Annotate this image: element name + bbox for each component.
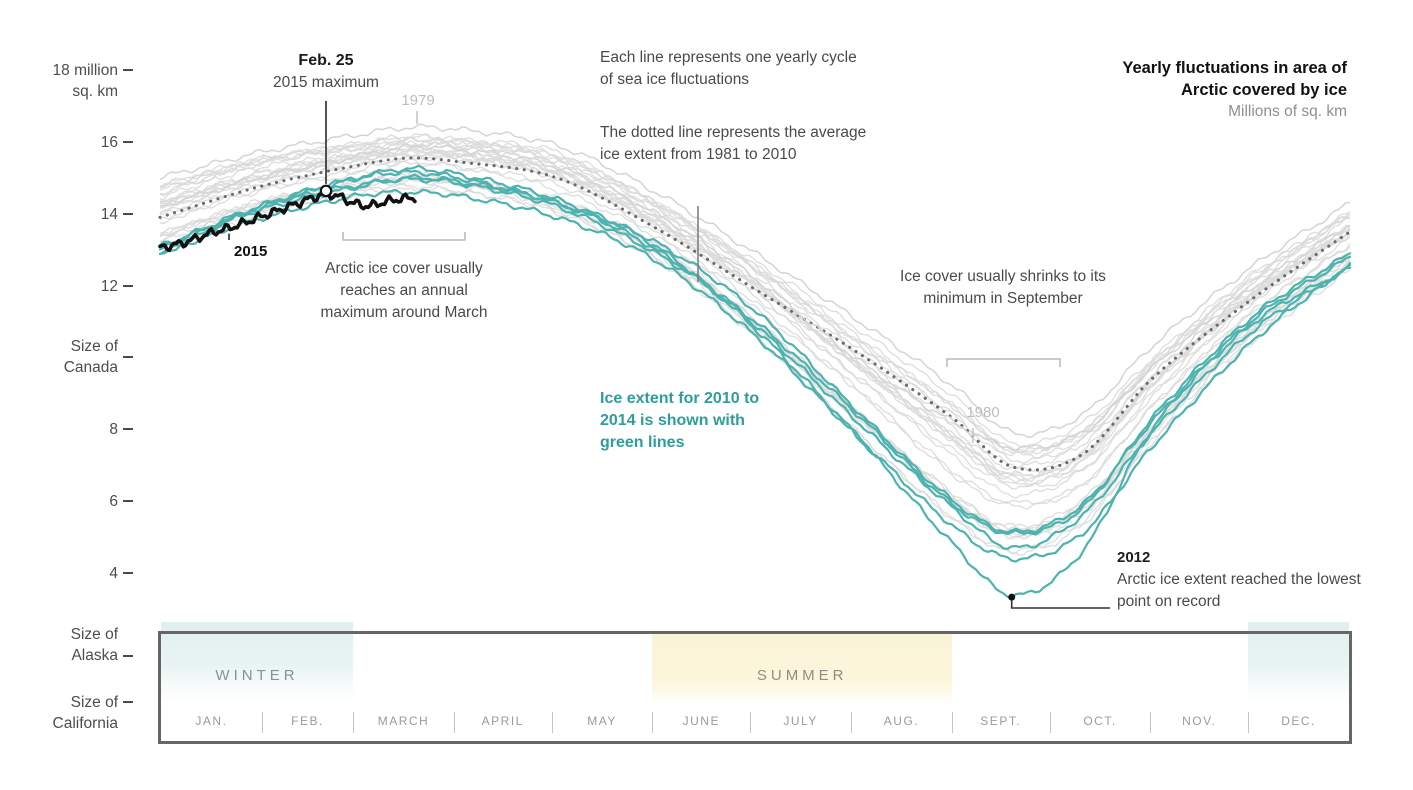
y-axis-label-14: 14 <box>100 205 118 223</box>
month-divider <box>1049 712 1051 733</box>
each-line-note: Each line represents one yearly cycle of… <box>600 49 857 88</box>
month-label-oct: OCT. <box>1083 714 1117 728</box>
teal-year-line-2010 <box>158 173 1352 550</box>
gray-year-line <box>160 132 1351 453</box>
y-axis-tick <box>123 654 133 657</box>
y-axis-label-4: 4 <box>109 565 118 583</box>
month-divider <box>353 712 355 733</box>
teal-year-line-2012 <box>158 164 1352 599</box>
record-low-2012-connector <box>1010 600 1110 609</box>
march-bracket <box>342 232 466 241</box>
y-axis-tick <box>123 572 133 575</box>
y-axis-label-sizeof-california: Size of California <box>52 693 118 732</box>
y-axis-tick <box>123 212 133 215</box>
y-axis-label-18million-sqkm: 18 million sq. km <box>52 62 118 100</box>
month-label-sept: SEPT. <box>980 714 1022 728</box>
gray-year-line <box>159 147 1351 482</box>
record-low-2012-text: Arctic ice extent reached the lowest poi… <box>1117 571 1361 610</box>
year-label-1979: 1979 <box>401 92 435 109</box>
month-axis-box <box>158 631 1352 744</box>
year-label-2015: 2015 <box>234 243 268 260</box>
month-divider <box>851 712 853 733</box>
gray-year-line <box>159 178 1351 540</box>
record-low-2012-year: 2012 <box>1117 549 1151 566</box>
month-label-june: JUNE <box>682 714 720 728</box>
month-divider <box>1248 712 1250 733</box>
feb25-max-marker <box>319 184 333 198</box>
y-axis-tick <box>123 140 133 143</box>
gray-year-line <box>159 175 1351 533</box>
y-axis-tick <box>123 69 133 71</box>
month-divider <box>750 712 752 733</box>
gray-year-line <box>159 157 1351 510</box>
month-divider <box>453 712 455 733</box>
month-divider <box>261 712 263 733</box>
gray-year-line <box>159 160 1351 505</box>
month-label-july: JULY <box>783 714 818 728</box>
month-label-nov: NOV. <box>1182 714 1217 728</box>
year-line-1980 <box>159 143 1351 451</box>
dotted-line-note: The dotted line represents the average i… <box>600 124 867 163</box>
month-label-april: APRIL <box>481 714 524 728</box>
season-band-winter <box>1248 622 1349 702</box>
month-label-jan: JAN. <box>195 714 228 728</box>
month-label-dec: DEC. <box>1281 714 1316 728</box>
y-axis-tick <box>123 428 133 431</box>
y-axis-label-16: 16 <box>100 133 118 151</box>
line-2015 <box>158 189 417 253</box>
september-minimum-note: Ice cover usually shrinks to its minimum… <box>900 268 1106 307</box>
average-dotted-line <box>158 156 1352 472</box>
year-label-1980: 1980 <box>966 404 1000 421</box>
gray-year-line <box>159 171 1351 538</box>
month-divider <box>1150 712 1152 733</box>
month-divider <box>551 712 553 733</box>
march-maximum-note: Arctic ice cover usually reaches an annu… <box>320 260 488 321</box>
month-label-march: MARCH <box>377 714 430 728</box>
season-band-winter <box>161 622 354 702</box>
month-divider <box>652 712 654 733</box>
september-bracket <box>946 358 1061 367</box>
y-axis-label-12: 12 <box>100 277 118 295</box>
feb25-subtitle: 2015 maximum <box>273 74 379 91</box>
teal-year-line-2013 <box>158 169 1352 534</box>
y-axis-tick <box>123 500 133 503</box>
chart-title: Yearly fluctuations in area of Arctic co… <box>1122 57 1347 123</box>
chart-subtitle: Millions of sq. km <box>1228 103 1347 120</box>
feb25-title: Feb. 25 <box>298 52 354 69</box>
season-label-winter: WINTER <box>215 667 299 684</box>
teal-year-line-2014 <box>158 176 1352 536</box>
green-lines-note: Ice extent for 2010 to 2014 is shown wit… <box>600 390 760 451</box>
year-line-1979 <box>159 123 1351 438</box>
y-axis-tick <box>123 700 133 703</box>
chart-title-line2: Arctic covered by ice <box>1181 81 1347 99</box>
season-label-summer: SUMMER <box>756 667 848 684</box>
season-band-summer <box>652 634 952 702</box>
y-axis-label-sizeof-alaska: Size of Alaska <box>70 625 118 664</box>
record-low-2012-note: 2012 Arctic ice extent reached the lowes… <box>1117 547 1367 613</box>
teal-year-line-2011 <box>158 188 1352 563</box>
y-axis-tick <box>123 284 133 287</box>
gray-year-line <box>159 136 1351 454</box>
month-label-may: MAY <box>587 714 617 728</box>
gray-year-line <box>159 140 1351 464</box>
y-axis-label-8: 8 <box>109 421 118 439</box>
feb25-annotation: Feb. 25 2015 maximum <box>221 50 431 94</box>
y-axis-tick <box>123 356 133 359</box>
month-label-aug: AUG. <box>883 714 920 728</box>
y-axis-label-sizeof-canada: Size of Canada <box>63 338 118 377</box>
y-axis-label-6: 6 <box>109 493 118 511</box>
gray-year-line <box>159 153 1351 499</box>
chart-title-line1: Yearly fluctuations in area of <box>1122 59 1347 77</box>
gray-year-line <box>159 173 1351 535</box>
month-divider <box>951 712 953 733</box>
month-label-feb: FEB. <box>291 714 324 728</box>
gray-year-line <box>159 171 1351 529</box>
record-low-2012-dot <box>1008 593 1016 601</box>
